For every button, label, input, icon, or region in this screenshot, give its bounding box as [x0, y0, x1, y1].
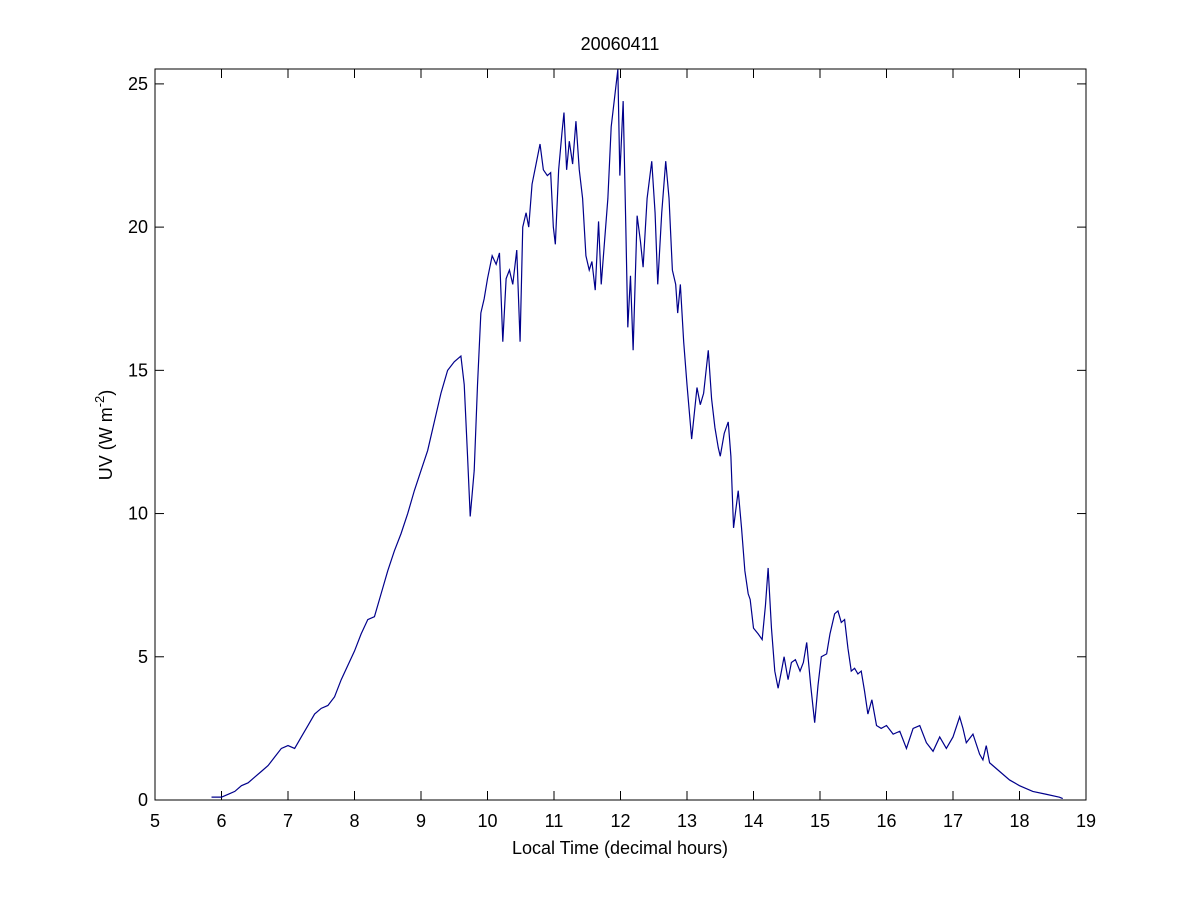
x-tick-label: 11 — [545, 811, 564, 831]
y-tick-label: 5 — [138, 647, 148, 667]
x-tick-label: 15 — [810, 811, 830, 831]
y-axis-label-suffix: ) — [96, 390, 116, 396]
y-axis-label-superscript: -2 — [92, 396, 107, 408]
x-tick-label: 9 — [416, 811, 426, 831]
y-tick-label: 0 — [138, 790, 148, 810]
y-tick-label: 20 — [128, 217, 148, 237]
x-tick-label: 5 — [150, 811, 160, 831]
x-tick-label: 17 — [943, 811, 963, 831]
x-tick-label: 19 — [1076, 811, 1096, 831]
y-tick-label: 25 — [128, 74, 148, 94]
data-line — [211, 69, 1063, 800]
x-tick-label: 13 — [677, 811, 697, 831]
x-axis-label: Local Time (decimal hours) — [512, 838, 728, 858]
y-tick-label: 15 — [128, 360, 148, 380]
y-axis-label: UV (W m-2) — [92, 390, 116, 481]
x-tick-label: 10 — [477, 811, 497, 831]
x-tick-label: 12 — [610, 811, 630, 831]
x-tick-label: 18 — [1009, 811, 1029, 831]
chart-title: 20060411 — [581, 34, 660, 54]
x-tick-label: 16 — [876, 811, 896, 831]
x-tick-label: 6 — [216, 811, 226, 831]
x-tick-label: 7 — [283, 811, 293, 831]
x-tick-label: 14 — [743, 811, 763, 831]
y-axis-label-text: UV (W m — [96, 407, 116, 480]
y-tick-label: 10 — [128, 504, 148, 524]
x-tick-label: 8 — [349, 811, 359, 831]
